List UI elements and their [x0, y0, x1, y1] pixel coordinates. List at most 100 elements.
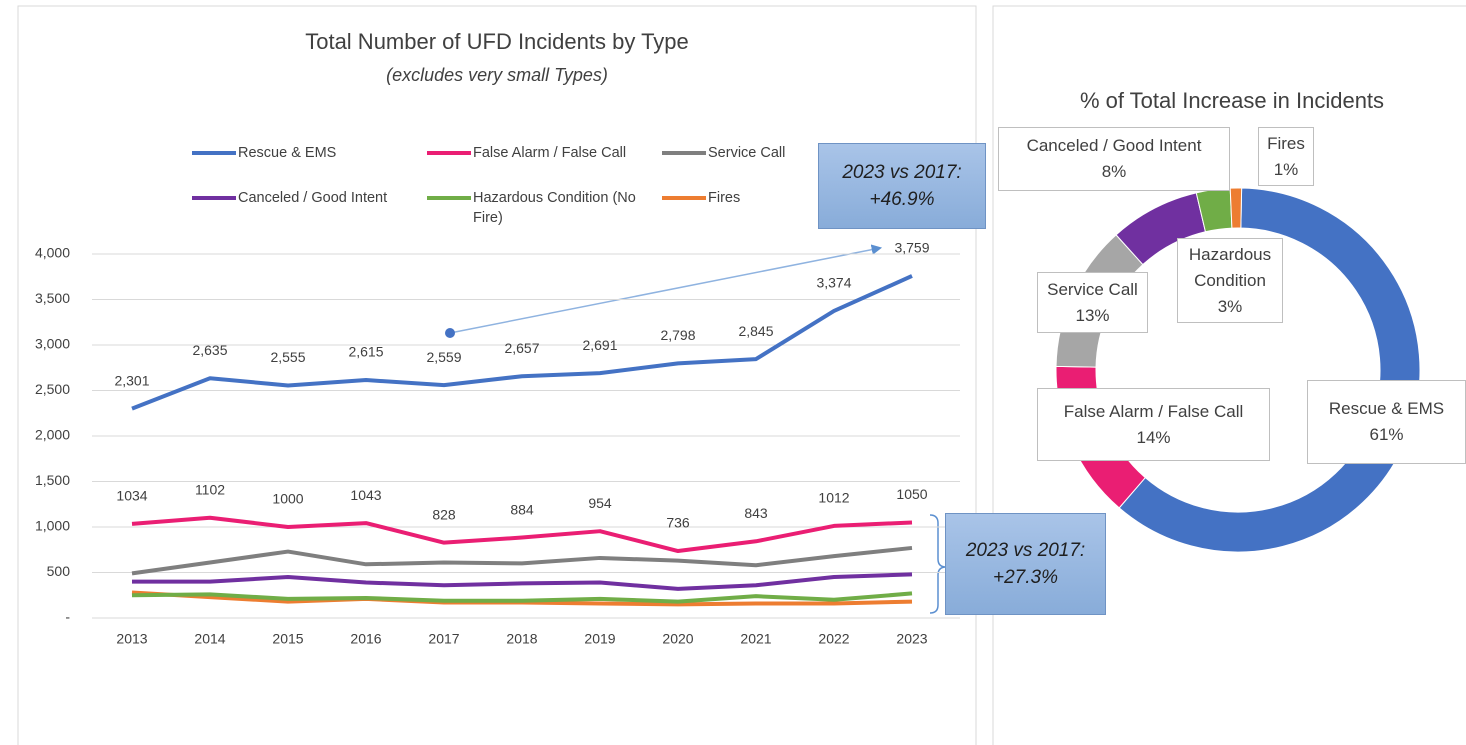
- pie-label-name: False Alarm / False Call: [1063, 401, 1244, 421]
- pie-label-value: 1%: [1273, 159, 1299, 179]
- x-tick-label: 2017: [428, 631, 459, 647]
- pie-label-box: Fires 1%: [1258, 127, 1314, 186]
- pie-label-name: Canceled / Good Intent: [1026, 136, 1202, 155]
- data-label: 843: [744, 505, 768, 521]
- pie-label-box: False Alarm / False Call 14%: [1037, 388, 1270, 461]
- pie-label-value: 8%: [1101, 162, 1127, 181]
- data-label: 1034: [116, 488, 147, 504]
- data-label: 884: [510, 501, 534, 517]
- x-tick-label: 2015: [272, 631, 303, 647]
- donut-slice: [1118, 187, 1421, 553]
- data-label: 954: [588, 495, 612, 511]
- y-tick-label: 2,000: [35, 427, 70, 443]
- data-label: 1043: [350, 487, 381, 503]
- annotation-line: 2023 vs 2017:: [842, 162, 962, 183]
- data-label: 2,301: [114, 372, 149, 388]
- data-label: 2,615: [348, 344, 383, 360]
- y-tick-label: 1,500: [35, 472, 70, 488]
- data-label: 2,555: [270, 349, 305, 365]
- y-tick-label: 1,000: [35, 518, 70, 534]
- arrow-start: [445, 328, 455, 338]
- x-tick-label: 2023: [896, 631, 927, 647]
- data-label: 828: [432, 506, 456, 522]
- data-label: 1102: [195, 481, 225, 497]
- series-line: [132, 572, 913, 591]
- legend-swatch: [427, 151, 471, 155]
- legend-item: Rescue & EMS: [192, 143, 412, 163]
- data-label: 2,559: [426, 349, 461, 365]
- x-tick-label: 2014: [194, 631, 225, 647]
- legend-item: Service Call: [662, 143, 882, 163]
- annotation-line: +27.3%: [993, 567, 1058, 588]
- annotation-box: 2023 vs 2017: +27.3%: [945, 513, 1106, 615]
- data-label: 736: [666, 515, 690, 531]
- data-label: 2,845: [738, 323, 773, 339]
- legend-item: False Alarm / False Call: [427, 143, 647, 163]
- data-label: 3,374: [816, 275, 851, 291]
- legend-label: Rescue & EMS: [238, 145, 337, 161]
- series-line: [131, 515, 913, 554]
- data-label: 1000: [272, 491, 303, 507]
- x-tick-label: 2018: [506, 631, 537, 647]
- legend-item: Fires: [662, 188, 882, 208]
- x-tick-label: 2019: [584, 631, 615, 647]
- data-label: 2,798: [660, 327, 695, 343]
- legend-item: Hazardous Condition (No Fire): [427, 188, 647, 228]
- legend-label: False Alarm / False Call: [473, 145, 627, 161]
- chart-title: Total Number of UFD Incidents by Type: [305, 29, 689, 54]
- legend-label: Hazardous Condition (No Fire): [473, 190, 636, 226]
- data-label: 3,759: [894, 240, 929, 256]
- series-line: [131, 591, 913, 604]
- y-tick-label: 500: [47, 563, 71, 579]
- pie-label-box: Service Call 13%: [1037, 272, 1148, 333]
- donut-slice: [1229, 187, 1243, 229]
- legend-label: Canceled / Good Intent: [238, 190, 388, 206]
- legend-label: Service Call: [708, 145, 786, 161]
- legend-swatch: [427, 196, 471, 200]
- trend-arrow: [449, 244, 883, 334]
- y-tick-label: -: [65, 609, 70, 625]
- x-tick-label: 2021: [740, 631, 771, 647]
- annotation-line: 2023 vs 2017:: [965, 540, 1086, 561]
- left-panel: [17, 5, 977, 745]
- data-label: 1012: [818, 490, 849, 506]
- pie-title: % of Total Increase in Incidents: [1080, 88, 1384, 113]
- pie-label-box: Rescue & EMS 61%: [1307, 380, 1466, 464]
- series-line: [131, 545, 913, 576]
- series-line: [131, 274, 913, 411]
- data-label: 2,691: [582, 337, 617, 353]
- chart-subtitle: (excludes very small Types): [386, 65, 608, 85]
- y-tick-label: 4,000: [35, 245, 70, 261]
- pie-label-name: Service Call: [1047, 279, 1138, 299]
- legend-swatch: [662, 151, 706, 155]
- pie-label-value: 14%: [1136, 427, 1171, 447]
- pie-label-box: Canceled / Good Intent 8%: [998, 127, 1230, 191]
- y-tick-label: 3,000: [35, 336, 70, 352]
- x-tick-label: 2022: [818, 631, 849, 647]
- annotation-box: 2023 vs 2017: +46.9%: [818, 143, 986, 229]
- legend-item: Canceled / Good Intent: [192, 188, 412, 208]
- annotation-line: +46.9%: [869, 189, 935, 210]
- x-tick-label: 2013: [116, 631, 147, 647]
- data-label: 1050: [896, 486, 927, 502]
- data-label: 2,657: [504, 340, 539, 356]
- legend-swatch: [192, 151, 236, 155]
- pie-label-name: Rescue & EMS: [1328, 399, 1445, 418]
- y-tick-label: 2,500: [35, 381, 70, 397]
- x-tick-label: 2016: [350, 631, 381, 647]
- x-tick-label: 2020: [662, 631, 693, 647]
- legend-swatch: [662, 196, 706, 200]
- pie-label-name: Hazardous Condition: [1188, 244, 1272, 290]
- pie-label-value: 3%: [1217, 296, 1243, 316]
- pie-label-name: Fires: [1267, 133, 1305, 153]
- legend-swatch: [192, 196, 236, 200]
- pie-label-value: 13%: [1075, 305, 1110, 325]
- brace: [929, 514, 947, 614]
- right-panel: [992, 5, 1466, 745]
- y-tick-label: 3,500: [35, 290, 70, 306]
- pie-label-value: 61%: [1369, 425, 1404, 444]
- pie-label-box: Hazardous Condition 3%: [1177, 238, 1283, 323]
- data-label: 2,635: [192, 342, 227, 358]
